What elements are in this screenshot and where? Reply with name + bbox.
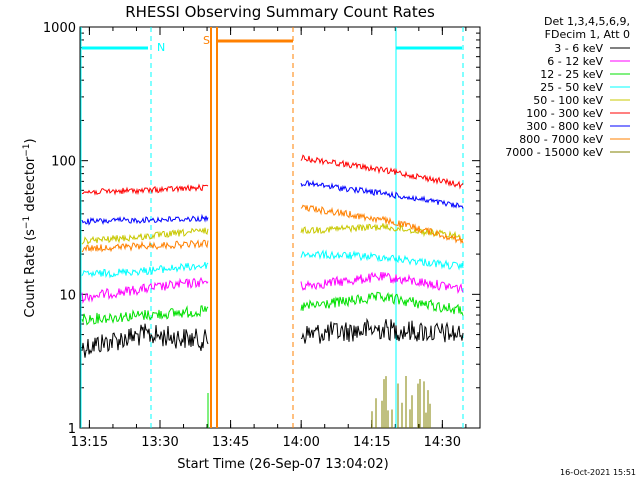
series-12-25-kev-post-saa <box>300 291 464 316</box>
legend-header-line-1: Det 1,3,4,5,6,9, <box>544 15 630 28</box>
series-7000-15000-kev-spikes <box>371 375 431 428</box>
legend-label: 12 - 25 keV <box>540 68 603 81</box>
timestamp-label: 16-Oct-2021 15:51 <box>560 468 636 477</box>
x-tick-label: 13:30 <box>141 435 178 450</box>
series-800-7000-kev-post-saa <box>300 204 464 245</box>
legend-header-line-2: FDecim 1, Att 0 <box>545 28 630 41</box>
y-axis-label: Count Rate (s−1 detector−1) <box>22 138 38 317</box>
legend-label: 800 - 7000 keV <box>519 133 603 146</box>
x-tick-label: 13:15 <box>71 435 108 450</box>
series-3-6-kev-pre-saa <box>81 323 209 358</box>
y-tick-label: 10 <box>59 288 76 303</box>
series-50-100-kev-post-saa <box>300 223 464 241</box>
x-tick-label: 14:00 <box>282 435 319 450</box>
series-12-25-kev-pre-saa <box>81 305 209 326</box>
night-label: N <box>157 41 165 54</box>
y-tick-label: 1 <box>68 422 76 437</box>
x-tick-label: 13:45 <box>212 435 249 450</box>
x-tick-label: 14:15 <box>353 435 390 450</box>
series-6-12-kev-post-saa <box>300 271 464 295</box>
series-100-300-kev-pre-saa <box>82 183 209 196</box>
legend-label: 3 - 6 keV <box>554 42 603 55</box>
legend-label: 50 - 100 keV <box>533 94 603 107</box>
series-50-100-kev-pre-saa <box>81 227 209 246</box>
chart-title: RHESSI Observing Summary Count Rates <box>125 3 435 21</box>
series-300-800-kev-pre-saa <box>81 213 209 226</box>
legend-label: 100 - 300 keV <box>526 107 603 120</box>
series-25-50-kev-post-saa <box>300 249 464 271</box>
legend-label: 7000 - 15000 keV <box>505 146 603 159</box>
series-800-7000-kev-pre-saa <box>81 239 209 253</box>
saa-label: S <box>203 34 210 47</box>
series-100-300-kev-post-saa <box>300 154 464 190</box>
legend-label: 25 - 50 keV <box>540 81 603 94</box>
x-tick-label: 14:30 <box>424 435 461 450</box>
y-tick-label: 1000 <box>43 21 76 36</box>
legend-label: 6 - 12 keV <box>547 55 603 68</box>
series-25-50-kev-pre-saa <box>81 261 209 279</box>
series-300-800-kev-post-saa <box>300 179 464 209</box>
x-axis-label: Start Time (26-Sep-07 13:04:02) <box>177 457 388 472</box>
series-6-12-kev-pre-saa <box>81 276 209 304</box>
plot-frame <box>79 26 481 429</box>
legend-label: 300 - 800 keV <box>526 120 603 133</box>
y-tick-label: 100 <box>51 155 76 170</box>
series-3-6-kev-post-saa <box>300 317 464 344</box>
